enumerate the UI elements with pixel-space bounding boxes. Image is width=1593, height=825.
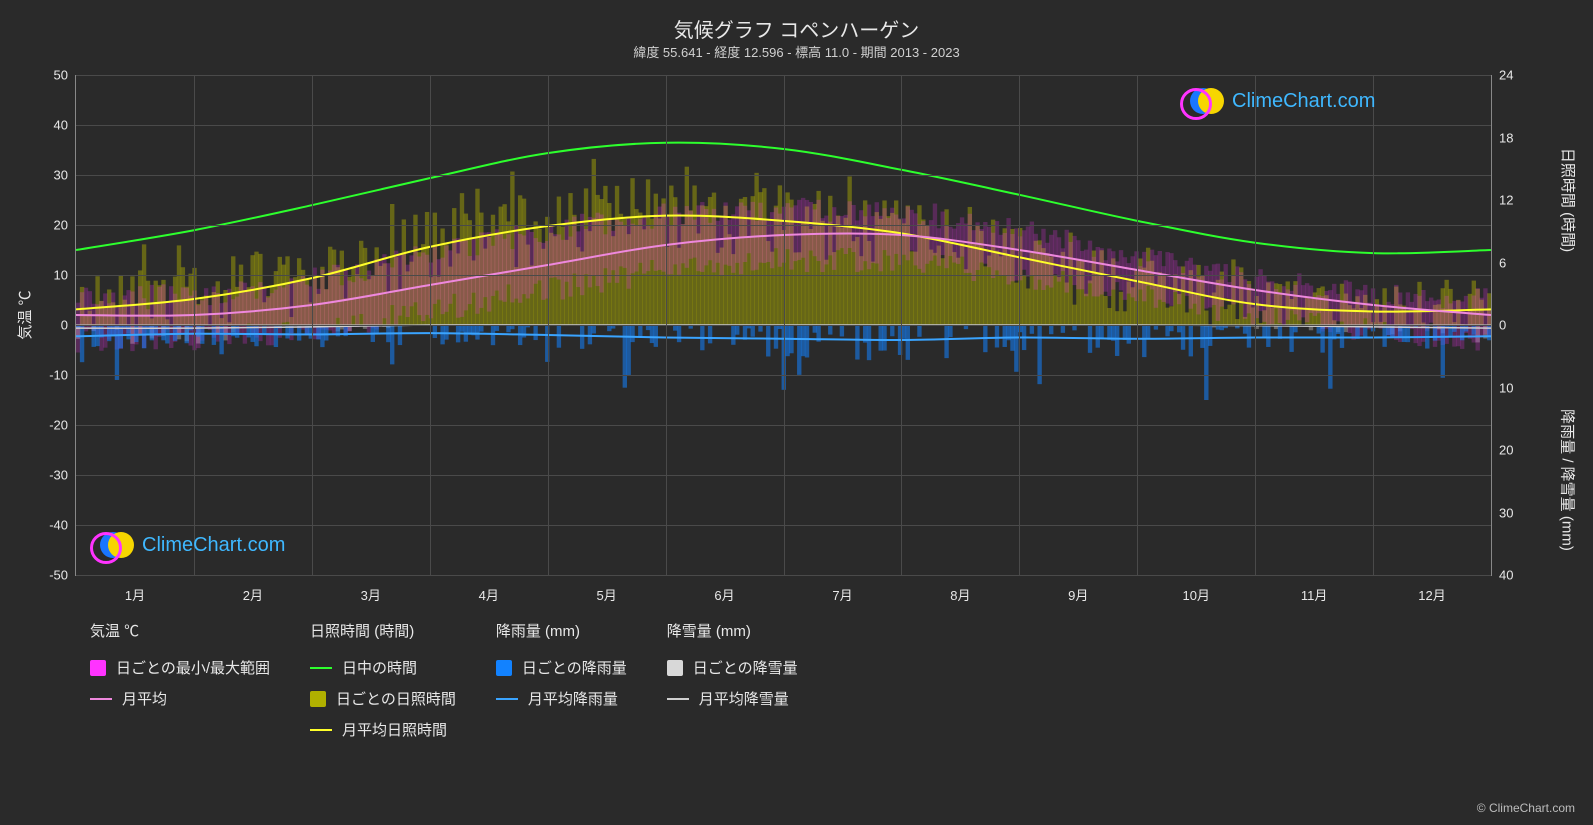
legend-line-icon [310, 667, 332, 669]
gridline-v [1019, 75, 1020, 575]
legend-group: 降雨量 (mm) 日ごとの降雨量月平均降雨量 [496, 620, 627, 740]
gridline-v [312, 75, 313, 575]
legend-label: 日ごとの降雨量 [522, 657, 627, 678]
brand-logo: ClimeChart.com [1180, 86, 1375, 116]
legend-swatch-icon [90, 660, 106, 676]
ytick-right-sun: 24 [1499, 68, 1513, 83]
legend-item: 日ごとの降雪量 [667, 657, 798, 678]
legend-item: 日ごとの最小/最大範囲 [90, 657, 270, 678]
gridline-v [194, 75, 195, 575]
legend-title: 降雪量 (mm) [667, 620, 798, 641]
legend-label: 日中の時間 [342, 657, 417, 678]
legend-line-icon [667, 698, 689, 700]
ytick-right-sun: 6 [1499, 255, 1506, 270]
legend-title: 日照時間 (時間) [310, 620, 456, 641]
xtick-month: 7月 [832, 585, 852, 604]
ytick-left: 10 [54, 268, 68, 283]
ytick-right-sun: 12 [1499, 193, 1513, 208]
brand-text: ClimeChart.com [1232, 90, 1375, 113]
chart-title: 気候グラフ コペンハーゲン [0, 14, 1593, 43]
legend: 気温 ℃ 日ごとの最小/最大範囲月平均 日照時間 (時間) 日中の時間日ごとの日照時間… [90, 620, 1533, 740]
xtick-month: 9月 [1068, 585, 1088, 604]
gridline-v [901, 75, 902, 575]
ytick-left: 40 [54, 118, 68, 133]
brand-logo: ClimeChart.com [90, 530, 285, 560]
ytick-left: -30 [49, 468, 68, 483]
brand-text: ClimeChart.com [142, 534, 285, 557]
ytick-right-precip: 40 [1499, 568, 1513, 583]
xtick-month: 10月 [1182, 585, 1209, 604]
ytick-left: 0 [61, 318, 68, 333]
xtick-month: 12月 [1418, 585, 1445, 604]
xtick-month: 5月 [597, 585, 617, 604]
legend-item: 月平均 [90, 688, 270, 709]
xtick-month: 6月 [714, 585, 734, 604]
xtick-month: 2月 [243, 585, 263, 604]
gridline-v [1255, 75, 1256, 575]
legend-item: 月平均降雨量 [496, 688, 627, 709]
legend-label: 月平均日照時間 [342, 719, 447, 740]
legend-label: 月平均降雨量 [528, 688, 618, 709]
ytick-right-precip: 20 [1499, 443, 1513, 458]
legend-line-icon [496, 698, 518, 700]
legend-item: 日ごとの日照時間 [310, 688, 456, 709]
legend-item: 月平均日照時間 [310, 719, 456, 740]
logo-discs-icon [1180, 86, 1224, 116]
legend-label: 月平均降雪量 [699, 688, 789, 709]
legend-swatch-icon [310, 691, 326, 707]
gridline-h [76, 575, 1491, 576]
ytick-right-precip: 10 [1499, 380, 1513, 395]
xtick-month: 3月 [361, 585, 381, 604]
gridline-v [430, 75, 431, 575]
gridline-v [1137, 75, 1138, 575]
ytick-left: -20 [49, 418, 68, 433]
xtick-month: 1月 [125, 585, 145, 604]
xtick-month: 11月 [1301, 585, 1328, 604]
y-axis-left-label: 気温 ℃ [14, 290, 35, 339]
legend-label: 日ごとの降雪量 [693, 657, 798, 678]
legend-item: 日ごとの降雨量 [496, 657, 627, 678]
legend-group: 日照時間 (時間) 日中の時間日ごとの日照時間月平均日照時間 [310, 620, 456, 740]
gridline-v [666, 75, 667, 575]
gridline-v [1373, 75, 1374, 575]
legend-line-icon [90, 698, 112, 700]
logo-discs-icon [90, 530, 134, 560]
ytick-left: -40 [49, 518, 68, 533]
gridline-v [548, 75, 549, 575]
legend-group: 降雪量 (mm) 日ごとの降雪量月平均降雪量 [667, 620, 798, 740]
legend-swatch-icon [496, 660, 512, 676]
legend-item: 日中の時間 [310, 657, 456, 678]
climate-chart-root: 気候グラフ コペンハーゲン 緯度 55.641 - 経度 12.596 - 標高… [0, 0, 1593, 825]
ytick-left: 50 [54, 68, 68, 83]
ytick-right-precip: 30 [1499, 505, 1513, 520]
credit-text: © ClimeChart.com [1477, 801, 1575, 815]
y-axis-right2-label: 降雨量 / 降雪量 (mm) [1558, 409, 1579, 551]
ytick-right-sun: 0 [1499, 318, 1506, 333]
legend-label: 日ごとの日照時間 [336, 688, 456, 709]
ytick-left: 20 [54, 218, 68, 233]
ytick-left: -50 [49, 568, 68, 583]
ytick-right-sun: 18 [1499, 130, 1513, 145]
legend-label: 日ごとの最小/最大範囲 [116, 657, 270, 678]
gridline-v [784, 75, 785, 575]
y-axis-right1-label: 日照時間 (時間) [1558, 148, 1579, 252]
legend-swatch-icon [667, 660, 683, 676]
ytick-left: -10 [49, 368, 68, 383]
plot-area: -50-40-30-20-100102030405006121824102030… [75, 75, 1492, 576]
legend-line-icon [310, 729, 332, 731]
legend-item: 月平均降雪量 [667, 688, 798, 709]
xtick-month: 8月 [950, 585, 970, 604]
chart-subtitle: 緯度 55.641 - 経度 12.596 - 標高 11.0 - 期間 201… [0, 42, 1593, 61]
ytick-left: 30 [54, 168, 68, 183]
legend-label: 月平均 [122, 688, 167, 709]
legend-title: 降雨量 (mm) [496, 620, 627, 641]
xtick-month: 4月 [479, 585, 499, 604]
legend-title: 気温 ℃ [90, 620, 270, 641]
legend-group: 気温 ℃ 日ごとの最小/最大範囲月平均 [90, 620, 270, 740]
